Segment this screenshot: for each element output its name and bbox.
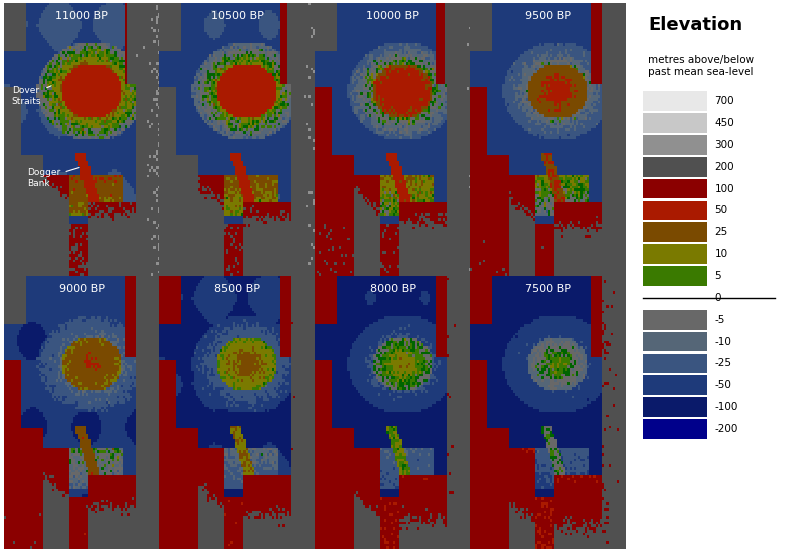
Text: -25: -25 [714,358,731,368]
Text: 0: 0 [714,293,721,303]
Text: 9500 BP: 9500 BP [525,11,571,21]
Text: -200: -200 [714,424,738,434]
Text: Dover
Straits: Dover Straits [12,86,51,106]
Text: 8500 BP: 8500 BP [214,284,260,294]
Text: 200: 200 [714,162,734,172]
Text: 7500 BP: 7500 BP [525,284,571,294]
Text: metres above/below
past mean sea-level: metres above/below past mean sea-level [648,55,754,77]
Bar [643,179,706,198]
Text: 10: 10 [714,249,727,259]
Text: -5: -5 [714,315,725,325]
Bar [643,245,706,264]
Text: Elevation: Elevation [648,17,742,34]
Bar [643,310,706,330]
Text: 25: 25 [714,227,728,237]
Bar [643,222,706,242]
Text: 10000 BP: 10000 BP [366,11,419,21]
Text: 700: 700 [714,96,734,106]
Bar [643,200,706,220]
Text: 100: 100 [714,184,734,194]
Bar [643,266,706,286]
Bar [643,332,706,352]
Bar [643,135,706,155]
Text: -100: -100 [714,402,738,412]
Text: 50: 50 [714,205,727,215]
Bar [643,419,706,439]
Text: 11000 BP: 11000 BP [55,11,108,21]
Bar [643,375,706,395]
Bar [643,397,706,417]
Text: 9000 BP: 9000 BP [58,284,105,294]
Bar [643,354,706,373]
Text: -50: -50 [714,380,731,390]
Text: 5: 5 [714,271,721,281]
Text: 300: 300 [714,140,734,150]
Text: 10500 BP: 10500 BP [210,11,263,21]
Bar [643,113,706,133]
Text: -10: -10 [714,337,731,347]
Text: Dogger
Bank: Dogger Bank [27,167,79,188]
Bar [643,157,706,177]
Text: 450: 450 [714,118,734,128]
Bar [643,91,706,111]
Text: 8000 BP: 8000 BP [370,284,415,294]
